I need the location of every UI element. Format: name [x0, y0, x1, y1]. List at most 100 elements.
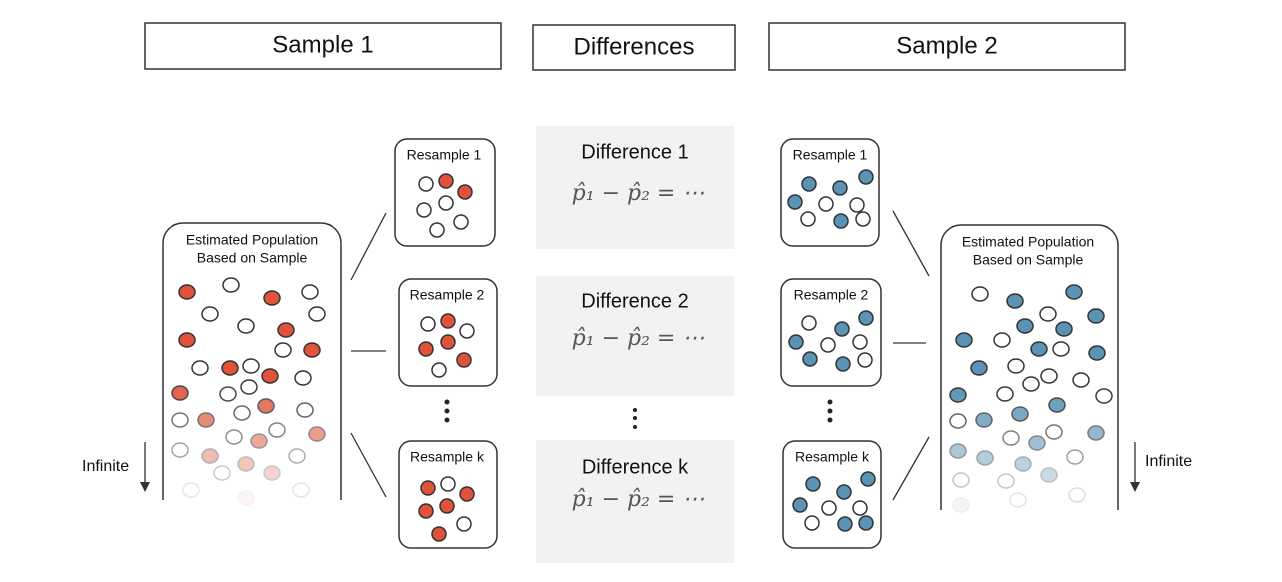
ellipsis-dot: [444, 408, 450, 414]
sample-dot: [429, 222, 445, 238]
sample-dot: [456, 352, 472, 368]
sample-dot: [1007, 358, 1025, 374]
sample-dot: [418, 176, 434, 192]
sample-dot: [308, 426, 326, 442]
sample-dot: [261, 368, 279, 384]
sample-dot: [1016, 318, 1034, 334]
sample-dot: [852, 334, 868, 350]
sample-dot: [993, 332, 1011, 348]
sample-dot: [233, 405, 251, 421]
sample-dot: [418, 503, 434, 519]
sample-dot: [178, 284, 196, 300]
sample-dot: [835, 356, 851, 372]
resample-label: Resample 1: [793, 147, 868, 163]
sample-dot: [1052, 341, 1070, 357]
sample-dot: [1095, 388, 1113, 404]
infinite-label: Infinite: [82, 458, 129, 475]
sample-dot: [1006, 293, 1024, 309]
ellipsis-dot: [827, 399, 833, 405]
sample-dot: [834, 321, 850, 337]
sample-dot: [171, 442, 189, 458]
sample-dot: [440, 313, 456, 329]
sample-dot: [1072, 372, 1090, 388]
sample-dot: [459, 323, 475, 339]
sample-dot: [975, 412, 993, 428]
header-title: Sample 1: [272, 31, 373, 58]
sample-dot: [801, 315, 817, 331]
resample-label: Resample k: [795, 449, 870, 465]
ellipsis-dot: [633, 416, 637, 420]
sample-dot: [800, 211, 816, 227]
sample-dot: [219, 386, 237, 402]
population-label: Based on Sample: [973, 252, 1084, 268]
sample-dot: [1028, 435, 1046, 451]
sample-dot: [308, 306, 326, 322]
sample-dot: [301, 284, 319, 300]
sample-dot: [1040, 368, 1058, 384]
header-box: [532, 24, 736, 71]
sample-dot: [1030, 341, 1048, 357]
resample-label: Resample 1: [407, 147, 482, 163]
sample-dot: [1040, 467, 1058, 483]
sample-dot: [263, 290, 281, 306]
sample-dot: [970, 360, 988, 376]
resample-box: [780, 138, 880, 247]
sample-dot: [191, 360, 209, 376]
sample-dot: [438, 173, 454, 189]
sample-dot: [858, 169, 874, 185]
sample-dot: [418, 341, 434, 357]
sample-dot: [997, 473, 1015, 489]
ellipsis-dot: [633, 408, 637, 412]
header-box: [144, 22, 502, 70]
sample-dot: [821, 500, 837, 516]
resample-box: [398, 278, 498, 387]
sample-dot: [242, 358, 260, 374]
sample-dot: [201, 306, 219, 322]
sample-dot: [296, 402, 314, 418]
header-title: Sample 2: [896, 32, 997, 59]
population-label: Based on Sample: [197, 250, 308, 266]
sample-dot: [237, 318, 255, 334]
sample-dot: [860, 471, 876, 487]
ellipsis-dot: [444, 417, 450, 423]
difference-label: Difference k: [582, 456, 689, 478]
sample-dot: [955, 332, 973, 348]
sample-dot: [178, 332, 196, 348]
sample-dot: [792, 497, 808, 513]
difference-label: Difference 2: [581, 290, 688, 312]
sample-dot: [804, 515, 820, 531]
sample-dot: [858, 515, 874, 531]
header-box: [768, 22, 1126, 71]
sample-dot: [996, 386, 1014, 402]
sample-dot: [237, 456, 255, 472]
sample-dot: [1088, 345, 1106, 361]
sample-dot: [456, 516, 472, 532]
difference-box: [536, 276, 734, 396]
sample-dot: [213, 465, 231, 481]
sample-dot: [288, 448, 306, 464]
sample-dot: [263, 465, 281, 481]
sample-dot: [833, 213, 849, 229]
sample-dot: [294, 370, 312, 386]
sample-dot: [949, 443, 967, 459]
resample-box: [398, 440, 498, 549]
sample-dot: [1022, 376, 1040, 392]
sample-dot: [805, 476, 821, 492]
difference-label: Difference 1: [581, 141, 688, 163]
resample-label: Resample 2: [794, 287, 869, 303]
ellipsis-dot: [444, 399, 450, 405]
difference-formula: p̂₁ − p̂₂ = ⋯: [572, 326, 705, 351]
sample-dot: [1055, 321, 1073, 337]
ellipsis-dot: [827, 417, 833, 423]
sample-dot: [1087, 308, 1105, 324]
sample-dot: [976, 450, 994, 466]
sample-dot: [1066, 449, 1084, 465]
sample-dot: [457, 184, 473, 200]
sample-dot: [438, 195, 454, 211]
resample-label: Resample k: [410, 449, 485, 465]
sample-dot: [1087, 425, 1105, 441]
sample-dot: [832, 180, 848, 196]
sample-dot: [277, 322, 295, 338]
sample-dot: [268, 422, 286, 438]
sample-dot: [1039, 306, 1057, 322]
